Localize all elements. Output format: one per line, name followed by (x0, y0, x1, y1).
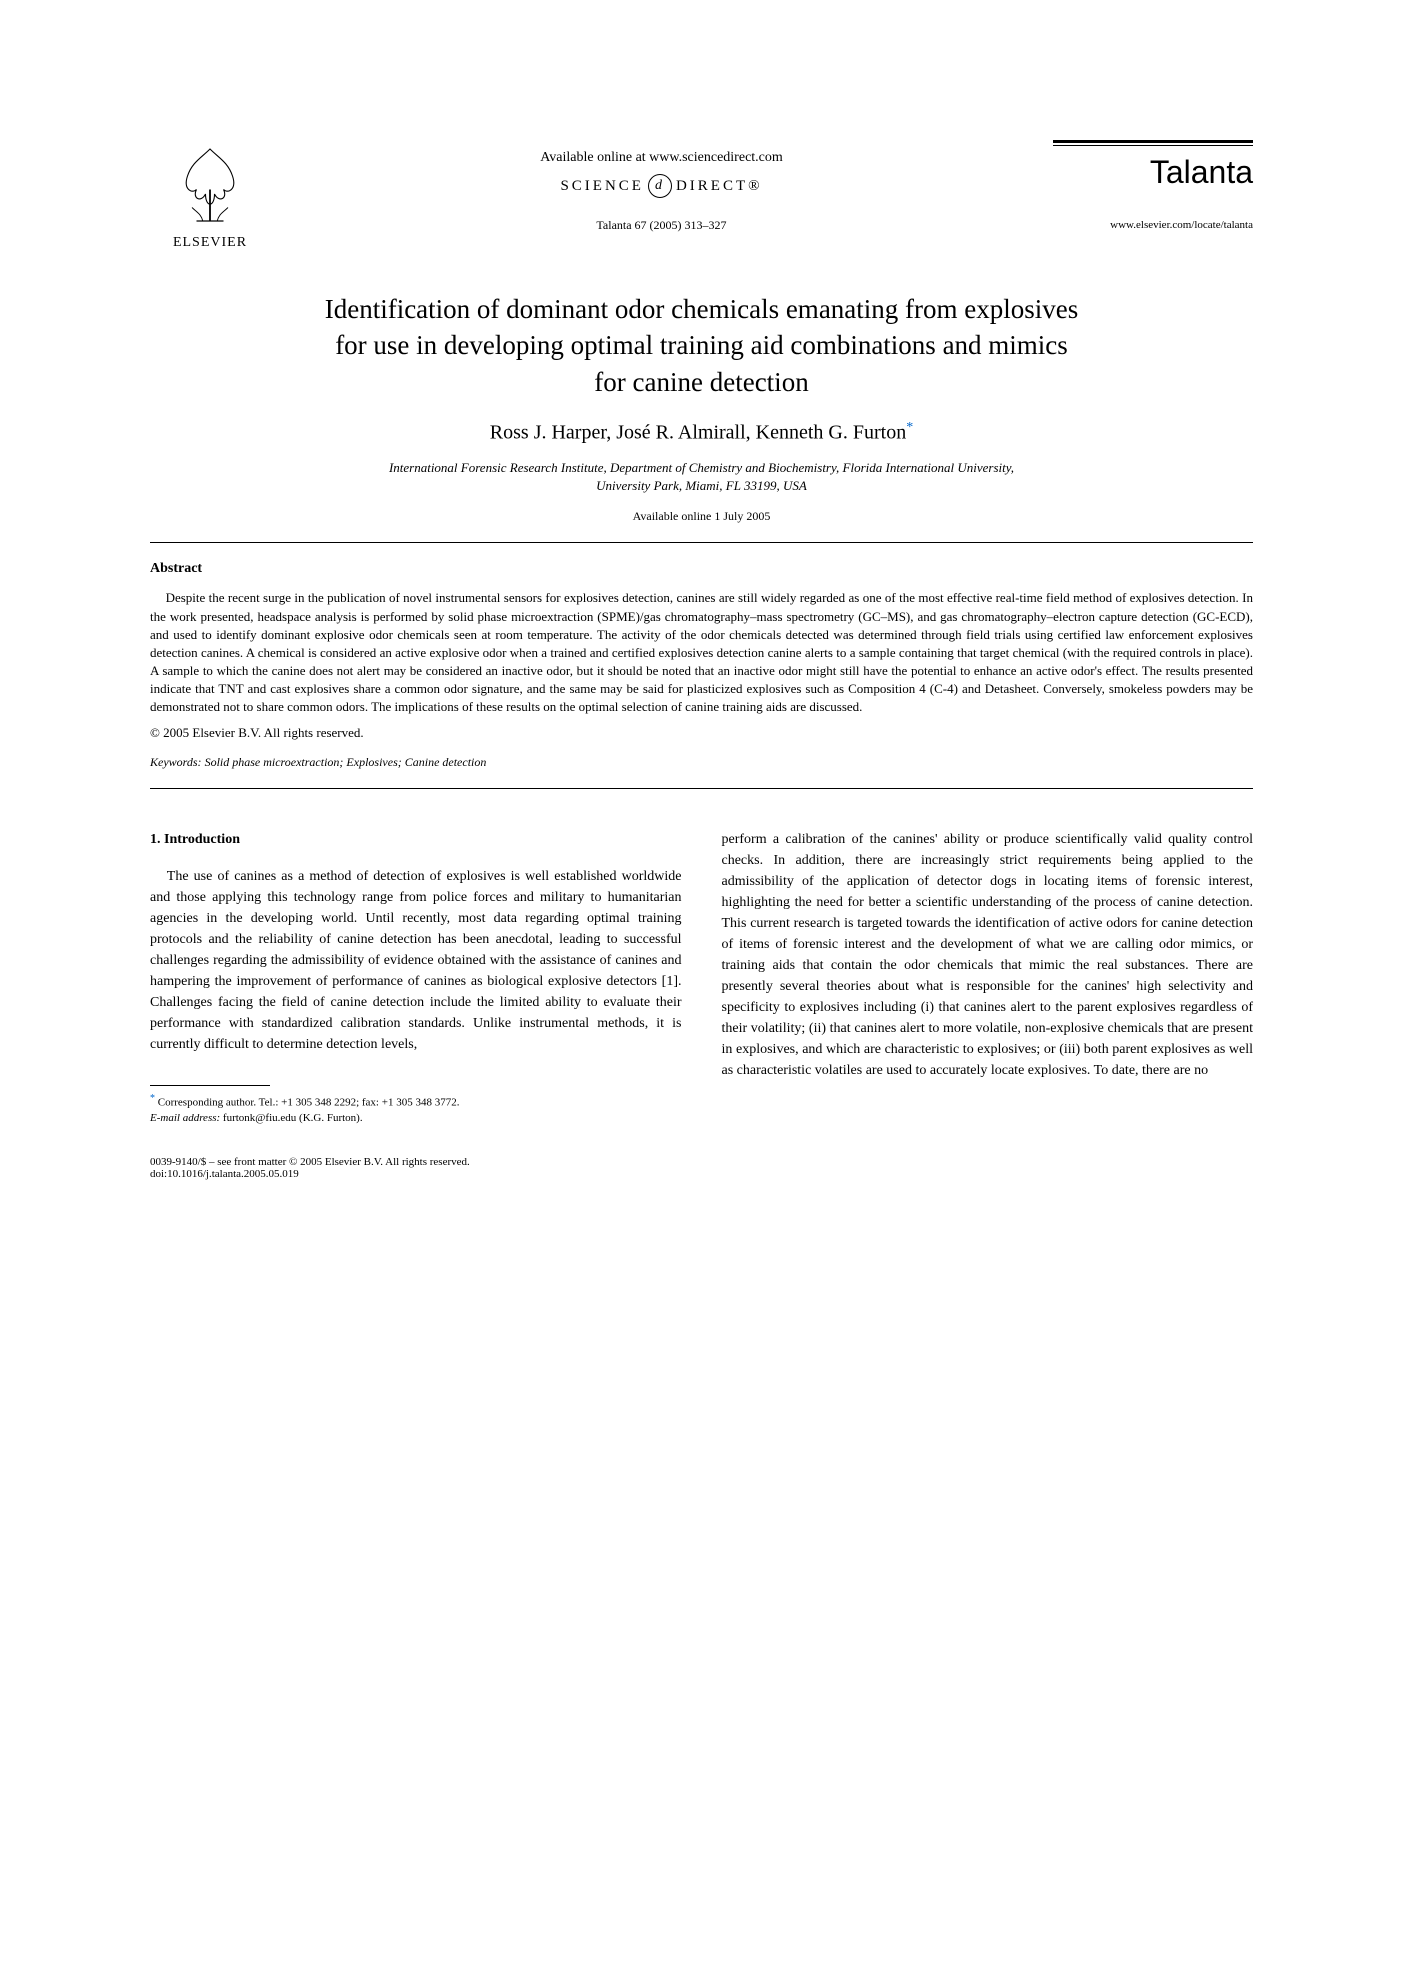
rule-below-abstract (150, 788, 1253, 789)
keywords-label: Keywords: (150, 755, 202, 769)
science-direct-logo: SCIENCE d DIRECT® (270, 174, 1053, 198)
affiliation-line-2: University Park, Miami, FL 33199, USA (596, 478, 807, 493)
footnote-separator (150, 1085, 270, 1086)
publisher-block: ELSEVIER (150, 140, 270, 251)
journal-rule-thick (1053, 140, 1253, 143)
footnote-star-icon: * (150, 1093, 155, 1104)
footnote: * Corresponding author. Tel.: +1 305 348… (150, 1092, 682, 1126)
body-columns: 1. Introduction The use of canines as a … (150, 829, 1253, 1126)
sd-glyph-icon: d (648, 174, 672, 198)
footer-line-1: 0039-9140/$ – see front matter © 2005 El… (150, 1156, 470, 1168)
header-row: ELSEVIER Available online at www.science… (150, 140, 1253, 251)
author-1: Ross J. Harper (490, 422, 606, 444)
corresponding-star-icon: * (906, 420, 913, 435)
abstract-heading: Abstract (150, 561, 1253, 577)
article-title: Identification of dominant odor chemical… (150, 291, 1253, 400)
center-header: Available online at www.sciencedirect.co… (270, 140, 1053, 233)
elsevier-tree-icon (165, 140, 255, 230)
affiliation: International Forensic Research Institut… (150, 459, 1253, 495)
sd-right: DIRECT® (676, 178, 763, 195)
intro-text-left: The use of canines as a method of detect… (150, 869, 682, 1052)
abstract-copyright: © 2005 Elsevier B.V. All rights reserved… (150, 725, 1253, 741)
abstract-block: Abstract Despite the recent surge in the… (150, 543, 1253, 787)
affiliation-line-1: International Forensic Research Institut… (389, 460, 1014, 475)
available-online-text: Available online at www.sciencedirect.co… (270, 150, 1053, 166)
keywords: Keywords: Solid phase microextraction; E… (150, 755, 1253, 770)
author-3: Kenneth G. Furton (756, 422, 907, 444)
footer-line-2: doi:10.1016/j.talanta.2005.05.019 (150, 1168, 299, 1180)
intro-para-right: perform a calibration of the canines' ab… (722, 829, 1254, 1081)
email-address: furtonk@fiu.edu (K.G. Furton). (223, 1112, 363, 1124)
available-date: Available online 1 July 2005 (150, 509, 1253, 524)
email-label: E-mail address: (150, 1112, 220, 1124)
corresponding-author-text: Corresponding author. Tel.: +1 305 348 2… (158, 1096, 460, 1108)
journal-url: www.elsevier.com/locate/talanta (1053, 219, 1253, 231)
intro-para-left: The use of canines as a method of detect… (150, 866, 682, 1055)
publisher-label: ELSEVIER (173, 235, 247, 251)
journal-name: Talanta (1053, 154, 1253, 191)
title-line-3: for canine detection (594, 367, 808, 397)
footer: 0039-9140/$ – see front matter © 2005 El… (150, 1156, 1253, 1180)
journal-rule-thin (1053, 145, 1253, 146)
column-right: perform a calibration of the canines' ab… (722, 829, 1254, 1126)
title-line-1: Identification of dominant odor chemical… (325, 294, 1079, 324)
column-left: 1. Introduction The use of canines as a … (150, 829, 682, 1126)
journal-block: Talanta www.elsevier.com/locate/talanta (1053, 140, 1253, 231)
journal-reference: Talanta 67 (2005) 313–327 (270, 218, 1053, 233)
abstract-text: Despite the recent surge in the publicat… (150, 589, 1253, 716)
keywords-text: Solid phase microextraction; Explosives;… (205, 755, 487, 769)
section-1-heading: 1. Introduction (150, 829, 682, 850)
title-line-2: for use in developing optimal training a… (335, 330, 1068, 360)
sd-left: SCIENCE (560, 178, 644, 195)
page: ELSEVIER Available online at www.science… (0, 0, 1403, 1260)
author-2: José R. Almirall (616, 422, 745, 444)
authors: Ross J. Harper, José R. Almirall, Kennet… (150, 420, 1253, 445)
